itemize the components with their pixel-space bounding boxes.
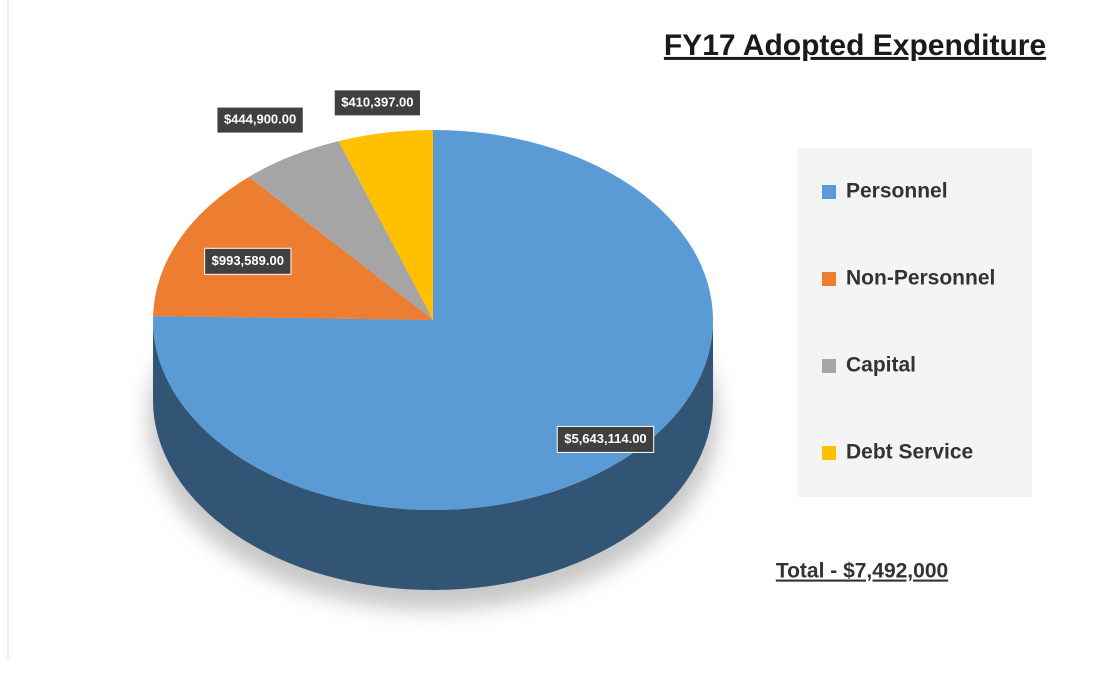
value-label-group: $993,589.00 [204,247,292,275]
value-label-box [333,89,422,117]
value-label-box [216,106,304,134]
chart-title: FY17 Adopted Expenditure [664,29,1046,62]
pie-slice-side [153,320,713,590]
value-label: $993,589.00 [212,253,284,268]
legend-label: Capital [846,354,916,377]
value-label: $410,397.00 [341,94,413,109]
legend-box [797,148,1032,497]
value-label-group: $5,643,114.00 [556,425,655,453]
legend-swatch [822,185,836,199]
pie-sides [153,320,713,590]
value-label: $444,900.00 [224,112,296,127]
value-label-box [204,247,292,275]
legend-label: Personnel [846,180,948,203]
legend-swatch [822,359,836,373]
legend-swatch [822,272,836,286]
pie-slice [248,141,433,320]
value-label-group: $444,900.00 [216,106,304,134]
pie-slice [153,176,433,320]
pie-slice [153,130,714,511]
legend-swatch [822,446,836,460]
legend: Personnel Non-Personnel Capital Debt Servic… [822,180,995,464]
legend-label: Debt Service [846,441,973,464]
legend-label: Non-Personnel [846,267,995,290]
value-label: $5,643,114.00 [564,431,646,446]
value-labels: $5,643,114.00 $993,589.00 $444,900.00 $410,… [204,89,655,453]
total-annotation: Total - $7,492,000 [776,560,948,583]
value-label-group: $410,397.00 [333,89,422,117]
pie-slice [338,130,433,320]
pie-top [153,130,714,511]
value-label-box [556,425,655,453]
